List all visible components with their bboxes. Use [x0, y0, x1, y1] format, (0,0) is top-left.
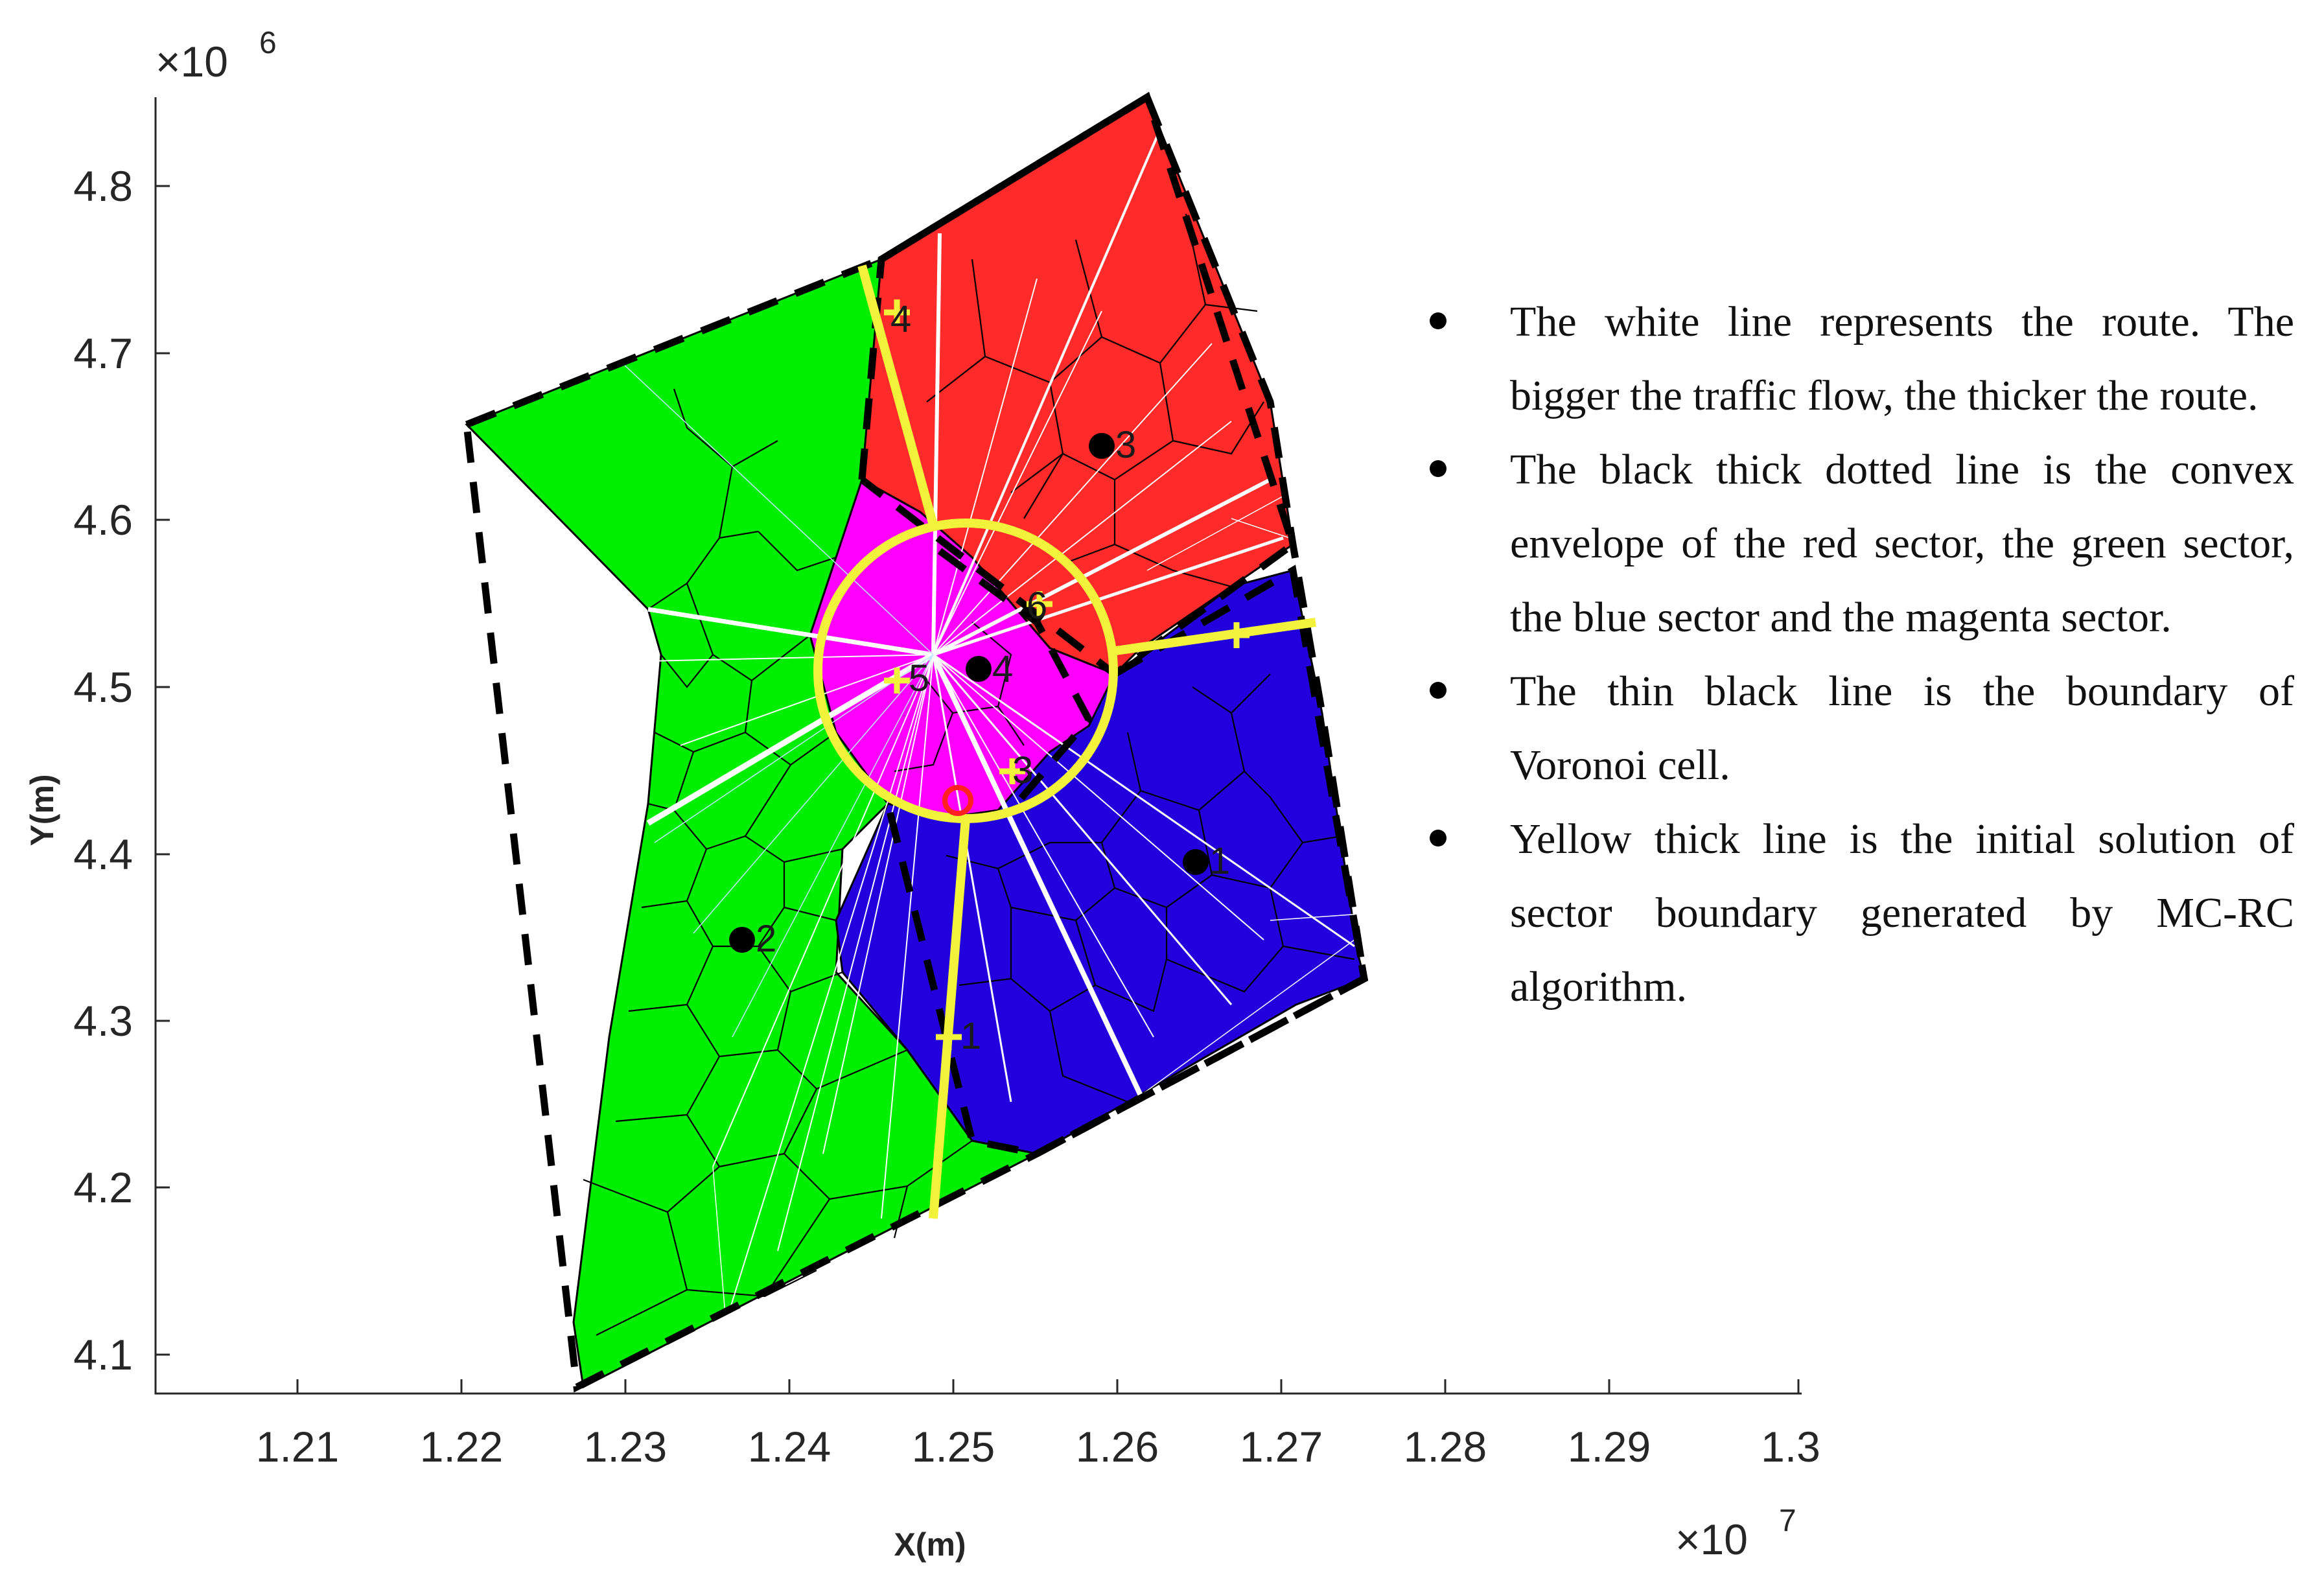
svg-text:×10: ×10 — [1675, 1515, 1748, 1563]
start-point-marker — [942, 785, 973, 816]
svg-text:4.1: 4.1 — [73, 1331, 133, 1379]
svg-text:4.7: 4.7 — [73, 329, 133, 377]
svg-text:1.26: 1.26 — [1076, 1423, 1159, 1471]
svg-text:1.21: 1.21 — [256, 1423, 339, 1471]
plot-axes — [154, 97, 1802, 1395]
y-axis-title: Y(m) — [24, 774, 60, 846]
point-label-3: 3 — [1012, 749, 1033, 791]
sector-center-markers — [729, 433, 1209, 953]
boundary-point-markers — [884, 299, 1249, 1050]
svg-text:1.28: 1.28 — [1404, 1423, 1487, 1471]
legend-item-initial-solution: Yellow thick line is the initial solutio… — [1413, 802, 2294, 1024]
svg-text:1.22: 1.22 — [420, 1423, 503, 1471]
svg-text:7: 7 — [1779, 1504, 1796, 1538]
initial-boundary — [813, 264, 1316, 1219]
legend-item-route: The white line represents the route. The… — [1413, 285, 2294, 433]
legend-item-convex-envelope: The black thick dotted line is the conve… — [1413, 433, 2294, 655]
svg-text:1.25: 1.25 — [912, 1423, 995, 1471]
svg-text:1.24: 1.24 — [748, 1423, 831, 1471]
point-label-1: 1 — [960, 1015, 981, 1057]
svg-text:6: 6 — [259, 26, 277, 60]
legend-text: The thin black line is the boundary of V… — [1510, 668, 2294, 789]
bullet-icon — [1430, 312, 1447, 329]
svg-text:4.6: 4.6 — [73, 496, 133, 544]
center-label-2: 2 — [756, 918, 776, 960]
svg-text:×10: ×10 — [156, 38, 228, 86]
center-label-3: 3 — [1115, 424, 1136, 466]
legend-text: The black thick dotted line is the conve… — [1510, 446, 2294, 641]
legend-text: The white line represents the route. The… — [1510, 298, 2294, 419]
legend-item-voronoi: The thin black line is the boundary of V… — [1413, 655, 2294, 802]
point-label-6: 6 — [1027, 585, 1047, 627]
svg-text:1.29: 1.29 — [1568, 1423, 1651, 1471]
svg-text:4.3: 4.3 — [73, 997, 133, 1045]
voronoi-boundaries — [583, 213, 1355, 1336]
svg-text:4.5: 4.5 — [73, 663, 133, 711]
convex-envelopes — [463, 91, 1369, 1393]
bullet-icon — [1430, 682, 1447, 699]
svg-text:1.27: 1.27 — [1240, 1423, 1323, 1471]
svg-text:4.2: 4.2 — [73, 1163, 133, 1211]
x-tick-labels: 1.21 1.22 1.23 1.24 1.25 1.26 1.27 1.28 … — [256, 1423, 1820, 1471]
svg-text:1.23: 1.23 — [584, 1423, 667, 1471]
center-label-1: 1 — [1209, 840, 1230, 882]
marker-labels: 1 2 3 4 1 3 4 5 6 — [756, 298, 1230, 1057]
x-exponent-label: ×10 7 — [1675, 1504, 1796, 1563]
legend-list: The white line represents the route. The… — [1413, 285, 2294, 1024]
svg-text:4.8: 4.8 — [73, 162, 133, 210]
svg-text:1.3: 1.3 — [1761, 1423, 1820, 1471]
center-label-4: 4 — [992, 648, 1013, 690]
x-axis-title: X(m) — [894, 1526, 966, 1563]
y-tick-labels: 4.1 4.2 4.3 4.4 4.5 4.6 4.7 4.8 — [73, 162, 133, 1379]
bullet-icon — [1430, 460, 1447, 477]
point-label-4: 4 — [890, 298, 911, 340]
svg-text:4.4: 4.4 — [73, 830, 133, 878]
y-exponent-label: ×10 6 — [156, 26, 277, 86]
point-label-5: 5 — [909, 657, 929, 699]
bullet-icon — [1430, 830, 1447, 846]
legend-text: Yellow thick line is the initial solutio… — [1510, 815, 2294, 1010]
